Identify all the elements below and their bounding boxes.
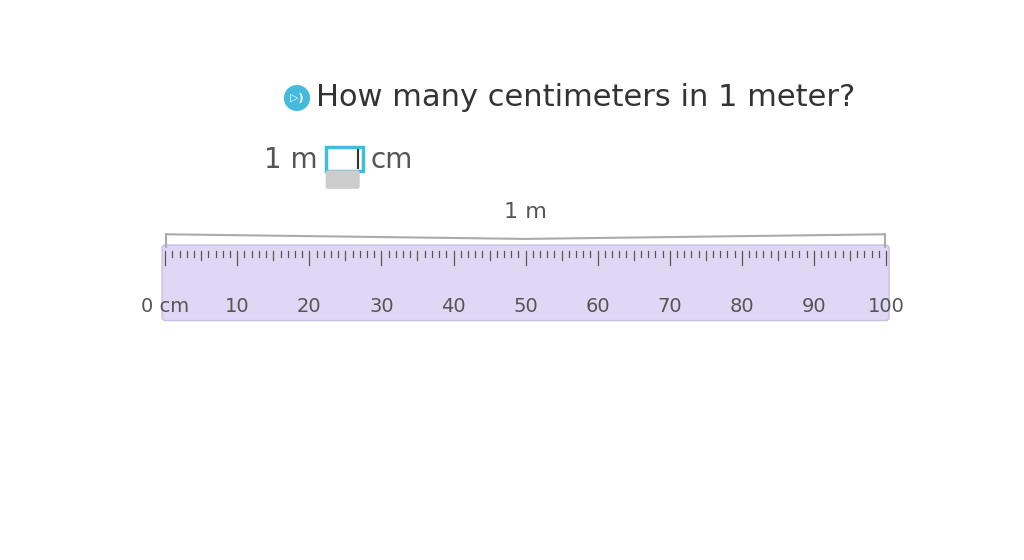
Text: 70: 70 <box>657 297 682 316</box>
FancyBboxPatch shape <box>326 147 362 171</box>
Circle shape <box>285 86 309 110</box>
Text: 1 m =: 1 m = <box>263 146 349 174</box>
Text: 20: 20 <box>297 297 322 316</box>
Text: 80: 80 <box>729 297 754 316</box>
Text: 60: 60 <box>586 297 610 316</box>
Text: How many centimeters in 1 meter?: How many centimeters in 1 meter? <box>315 83 855 113</box>
Text: 0 cm: 0 cm <box>141 297 189 316</box>
Text: 10: 10 <box>225 297 250 316</box>
Text: 50: 50 <box>513 297 538 316</box>
Text: 100: 100 <box>867 297 904 316</box>
Text: 1 m: 1 m <box>504 202 547 222</box>
FancyBboxPatch shape <box>162 245 889 320</box>
Text: 30: 30 <box>369 297 394 316</box>
Text: OK: OK <box>333 172 352 186</box>
Text: 90: 90 <box>802 297 826 316</box>
Text: cm: cm <box>371 146 413 174</box>
FancyBboxPatch shape <box>326 170 359 189</box>
Text: 40: 40 <box>441 297 466 316</box>
Text: ▷): ▷) <box>290 93 304 103</box>
